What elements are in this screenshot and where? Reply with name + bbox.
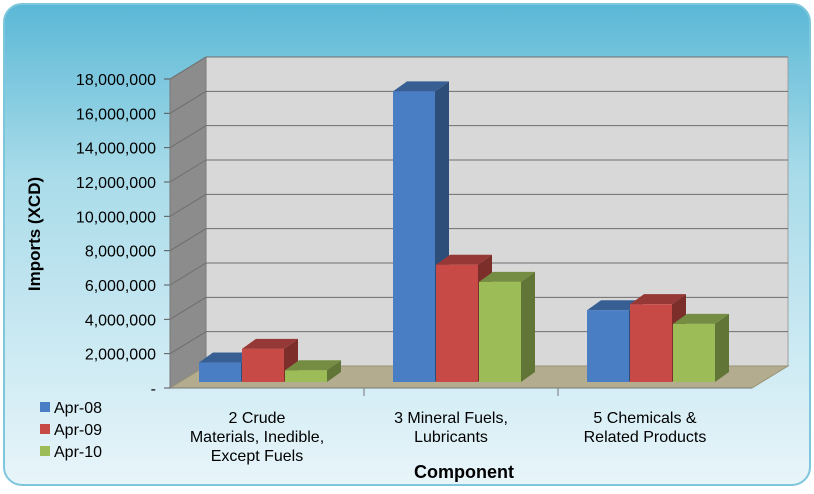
x-tick-label-line: Related Products xyxy=(584,429,707,446)
x-tick-label-line: Lubricants xyxy=(414,429,488,446)
bar xyxy=(393,91,435,382)
legend-swatch xyxy=(40,402,50,412)
legend-label: Apr-09 xyxy=(54,422,102,439)
bar xyxy=(285,370,327,382)
y-tick-label: 8,000,000 xyxy=(85,244,156,261)
y-tick-label: 2,000,000 xyxy=(85,347,156,364)
y-tick-label: - xyxy=(151,381,156,398)
bar xyxy=(673,324,715,382)
bar xyxy=(199,363,241,382)
side-wall xyxy=(170,57,206,388)
x-tick-label-line: 2 Crude xyxy=(229,410,286,427)
legend-swatch xyxy=(40,424,50,434)
bar-side xyxy=(521,272,535,382)
x-tick-label-line: Except Fuels xyxy=(211,448,303,465)
bar xyxy=(587,310,629,382)
x-tick-label-line: 3 Mineral Fuels, xyxy=(394,410,508,427)
y-tick-label: 16,000,000 xyxy=(76,106,156,123)
x-tick-label-line: Materials, Inedible, xyxy=(190,429,324,446)
y-axis-title: Imports (XCD) xyxy=(25,177,44,291)
bar xyxy=(630,304,672,382)
bar xyxy=(242,349,284,382)
y-tick-label: 18,000,000 xyxy=(76,72,156,89)
bar xyxy=(436,265,478,382)
y-tick-label: 6,000,000 xyxy=(85,278,156,295)
y-tick-label: 14,000,000 xyxy=(76,141,156,158)
y-tick-label: 12,000,000 xyxy=(76,175,156,192)
x-tick-label-line: 5 Chemicals & xyxy=(593,410,696,427)
legend-label: Apr-10 xyxy=(54,444,102,461)
legend: Apr-08 Apr-09 Apr-10 xyxy=(40,400,102,461)
legend-swatch xyxy=(40,446,50,456)
legend-label: Apr-08 xyxy=(54,400,102,417)
y-tick-label: 10,000,000 xyxy=(76,209,156,226)
y-tick-label: 4,000,000 xyxy=(85,312,156,329)
bar xyxy=(479,282,521,382)
bar-side xyxy=(715,314,729,382)
x-axis-title: Component xyxy=(414,462,514,482)
